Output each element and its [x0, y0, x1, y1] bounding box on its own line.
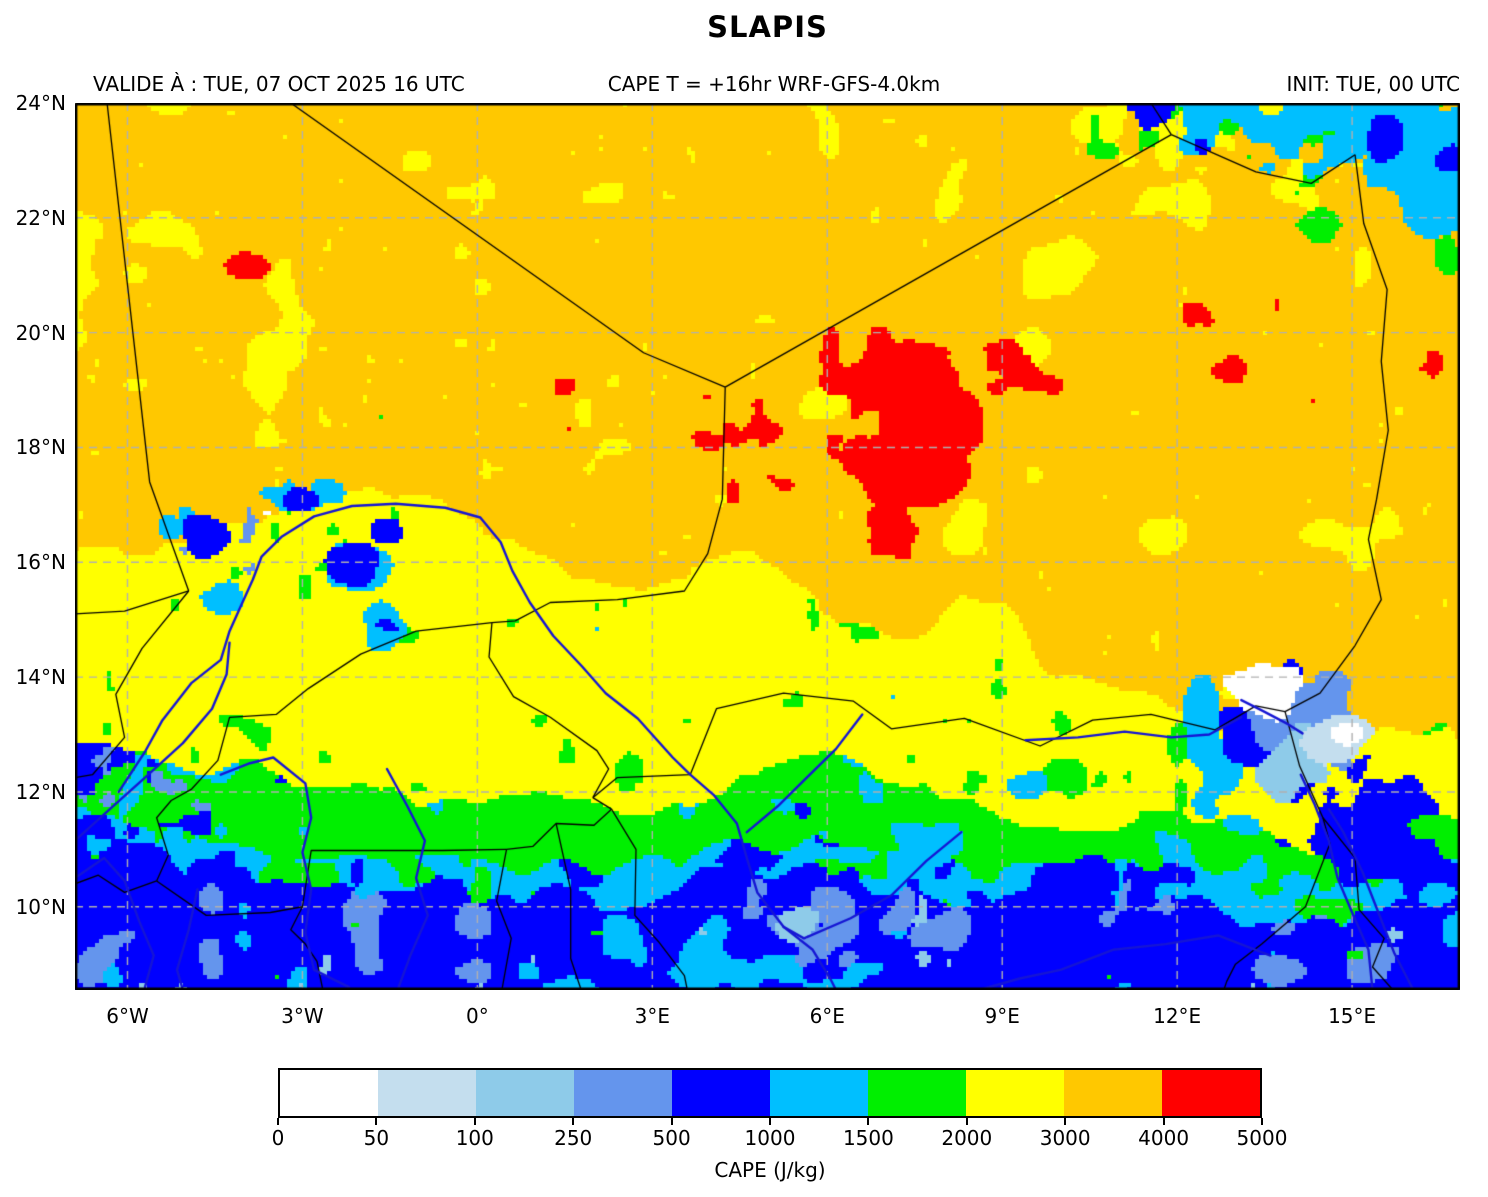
y-tick-label: 12°N	[15, 779, 66, 804]
x-tick-label: 0°	[466, 1004, 489, 1028]
colorbar-tick	[1064, 1118, 1067, 1125]
colorbar-segment	[476, 1070, 574, 1116]
colorbar-tick	[965, 1118, 968, 1125]
x-tick-label: 6°W	[106, 1004, 149, 1028]
colorbar	[278, 1068, 1262, 1118]
x-tick-label: 9°E	[984, 1004, 1020, 1028]
colorbar-tick	[473, 1118, 476, 1125]
colorbar-tick-label: 3000	[1039, 1126, 1091, 1150]
forecast-info-label: CAPE T = +16hr WRF-GFS-4.0km	[607, 72, 941, 96]
x-tick-label: 12°E	[1153, 1004, 1202, 1028]
colorbar-tick	[1261, 1118, 1263, 1125]
colorbar-tick-label: 0	[271, 1126, 285, 1150]
colorbar-tick-label: 1000	[744, 1126, 796, 1150]
y-tick-label: 20°N	[15, 320, 66, 345]
y-tick-label: 22°N	[15, 205, 66, 230]
colorbar-tick	[572, 1118, 575, 1125]
colorbar-segment	[770, 1070, 868, 1116]
valid-time-label: VALIDE À : TUE, 07 OCT 2025 16 UTC	[93, 72, 465, 96]
colorbar-segment	[1162, 1070, 1260, 1116]
colorbar-segment	[280, 1070, 378, 1116]
y-tick-label: 14°N	[15, 665, 66, 690]
map-canvas	[75, 103, 1460, 990]
colorbar-tick	[375, 1118, 378, 1125]
colorbar-tick	[277, 1118, 279, 1125]
colorbar-segment	[1064, 1070, 1162, 1116]
x-tick-label: 3°E	[634, 1004, 670, 1028]
colorbar-segment	[966, 1070, 1064, 1116]
y-tick-label: 10°N	[15, 894, 66, 919]
colorbar-tick-label: 250	[554, 1126, 593, 1150]
colorbar-segment	[672, 1070, 770, 1116]
x-tick-label: 6°E	[809, 1004, 845, 1028]
colorbar-segment	[868, 1070, 966, 1116]
colorbar-segment	[574, 1070, 672, 1116]
init-time-label: INIT: TUE, 00 UTC	[1286, 72, 1460, 96]
x-tick-label: 3°W	[281, 1004, 324, 1028]
x-tick-label: 15°E	[1328, 1004, 1377, 1028]
map-plot	[75, 103, 1460, 990]
page-title: SLAPIS	[707, 10, 828, 44]
colorbar-tick-label: 1500	[842, 1126, 894, 1150]
colorbar-tick-label: 100	[455, 1126, 494, 1150]
colorbar-tick	[867, 1118, 870, 1125]
colorbar-tick	[670, 1118, 673, 1125]
colorbar-tick-label: 5000	[1236, 1126, 1288, 1150]
colorbar-tick	[1162, 1118, 1165, 1125]
colorbar-segment	[378, 1070, 476, 1116]
colorbar-tick-label: 4000	[1138, 1126, 1190, 1150]
y-tick-label: 24°N	[15, 91, 66, 115]
colorbar-tick-label: 2000	[941, 1126, 993, 1150]
colorbar-tick-label: 50	[363, 1126, 390, 1150]
colorbar-tick	[769, 1118, 771, 1125]
y-tick-label: 16°N	[15, 550, 66, 575]
y-tick-label: 18°N	[15, 435, 66, 460]
colorbar-tick-label: 500	[652, 1126, 691, 1150]
colorbar-title: CAPE (J/kg)	[714, 1158, 826, 1182]
